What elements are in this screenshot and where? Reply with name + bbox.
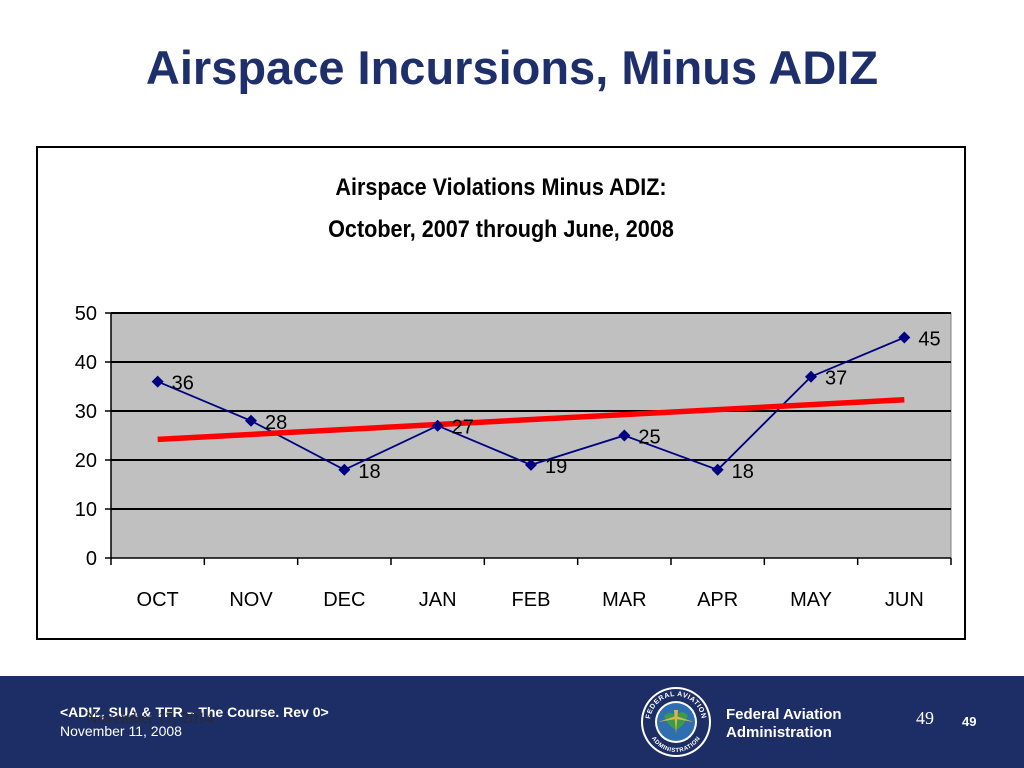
data-label: 18	[358, 461, 380, 483]
slide-title: Airspace Incursions, Minus ADIZ	[145, 41, 879, 94]
data-label: 36	[172, 373, 194, 395]
data-label: 19	[545, 456, 567, 478]
data-point	[151, 375, 164, 388]
x-tick-label: MAY	[790, 589, 832, 611]
x-tick-label: JAN	[419, 589, 457, 611]
line-chart: 0 10 20 30 40 50 OCT NOV DEC JAN FEB MAR APR MAY JUN 36…	[75, 303, 952, 611]
data-point	[711, 463, 724, 476]
data-point	[338, 463, 351, 476]
chart-title: Airspace Violations Minus ADIZ:	[335, 174, 667, 201]
agency-line-2: Administration	[726, 724, 832, 741]
x-tick-label: NOV	[229, 589, 273, 611]
agency-line-1: Federal Aviation	[726, 706, 842, 723]
data-label: 25	[638, 427, 660, 449]
footer-date: November 11, 2008	[60, 723, 182, 739]
y-tick-label: 40	[75, 352, 97, 374]
x-tick-label: JUN	[885, 589, 924, 611]
data-point	[525, 458, 537, 471]
data-point	[898, 331, 911, 344]
data-label: 37	[825, 368, 847, 390]
x-tick-label: OCT	[137, 589, 179, 611]
data-point	[245, 414, 257, 427]
x-tick-label: FEB	[512, 589, 551, 611]
data-label: 28	[265, 412, 287, 434]
y-tick-label: 30	[75, 401, 97, 423]
course-name: <ADIZ, SUA & TFR – The Course. Rev 0>	[60, 704, 329, 720]
footer-date-overlay: November 17, 2014	[86, 710, 214, 727]
data-point	[431, 419, 444, 432]
x-tick-label: DEC	[323, 589, 365, 611]
chart-subtitle: October, 2007 through June, 2008	[328, 216, 674, 243]
y-tick-label: 20	[75, 450, 97, 472]
data-label: 18	[732, 461, 754, 483]
agency-name: Federal Aviation Administration	[726, 706, 876, 742]
page-number-serif: 49	[916, 708, 934, 728]
x-tick-label: APR	[697, 589, 738, 611]
trend-line	[157, 396, 905, 443]
faa-seal-icon: FEDERAL AVIATION ADMINISTRATION	[641, 687, 711, 757]
data-point	[805, 370, 817, 383]
y-tick-label: 50	[75, 303, 97, 325]
x-tick-label: MAR	[602, 589, 646, 611]
data-point	[618, 429, 631, 442]
data-label: 45	[918, 329, 940, 351]
y-tick-label: 10	[75, 499, 97, 521]
page-number: 49	[962, 714, 977, 729]
data-label: 27	[452, 417, 474, 439]
footer-bar: <ADIZ, SUA & TFR – The Course. Rev 0> No…	[0, 676, 1024, 768]
y-tick-label: 0	[86, 548, 97, 570]
chart-frame: Airspace Violations Minus ADIZ: October,…	[36, 146, 966, 640]
